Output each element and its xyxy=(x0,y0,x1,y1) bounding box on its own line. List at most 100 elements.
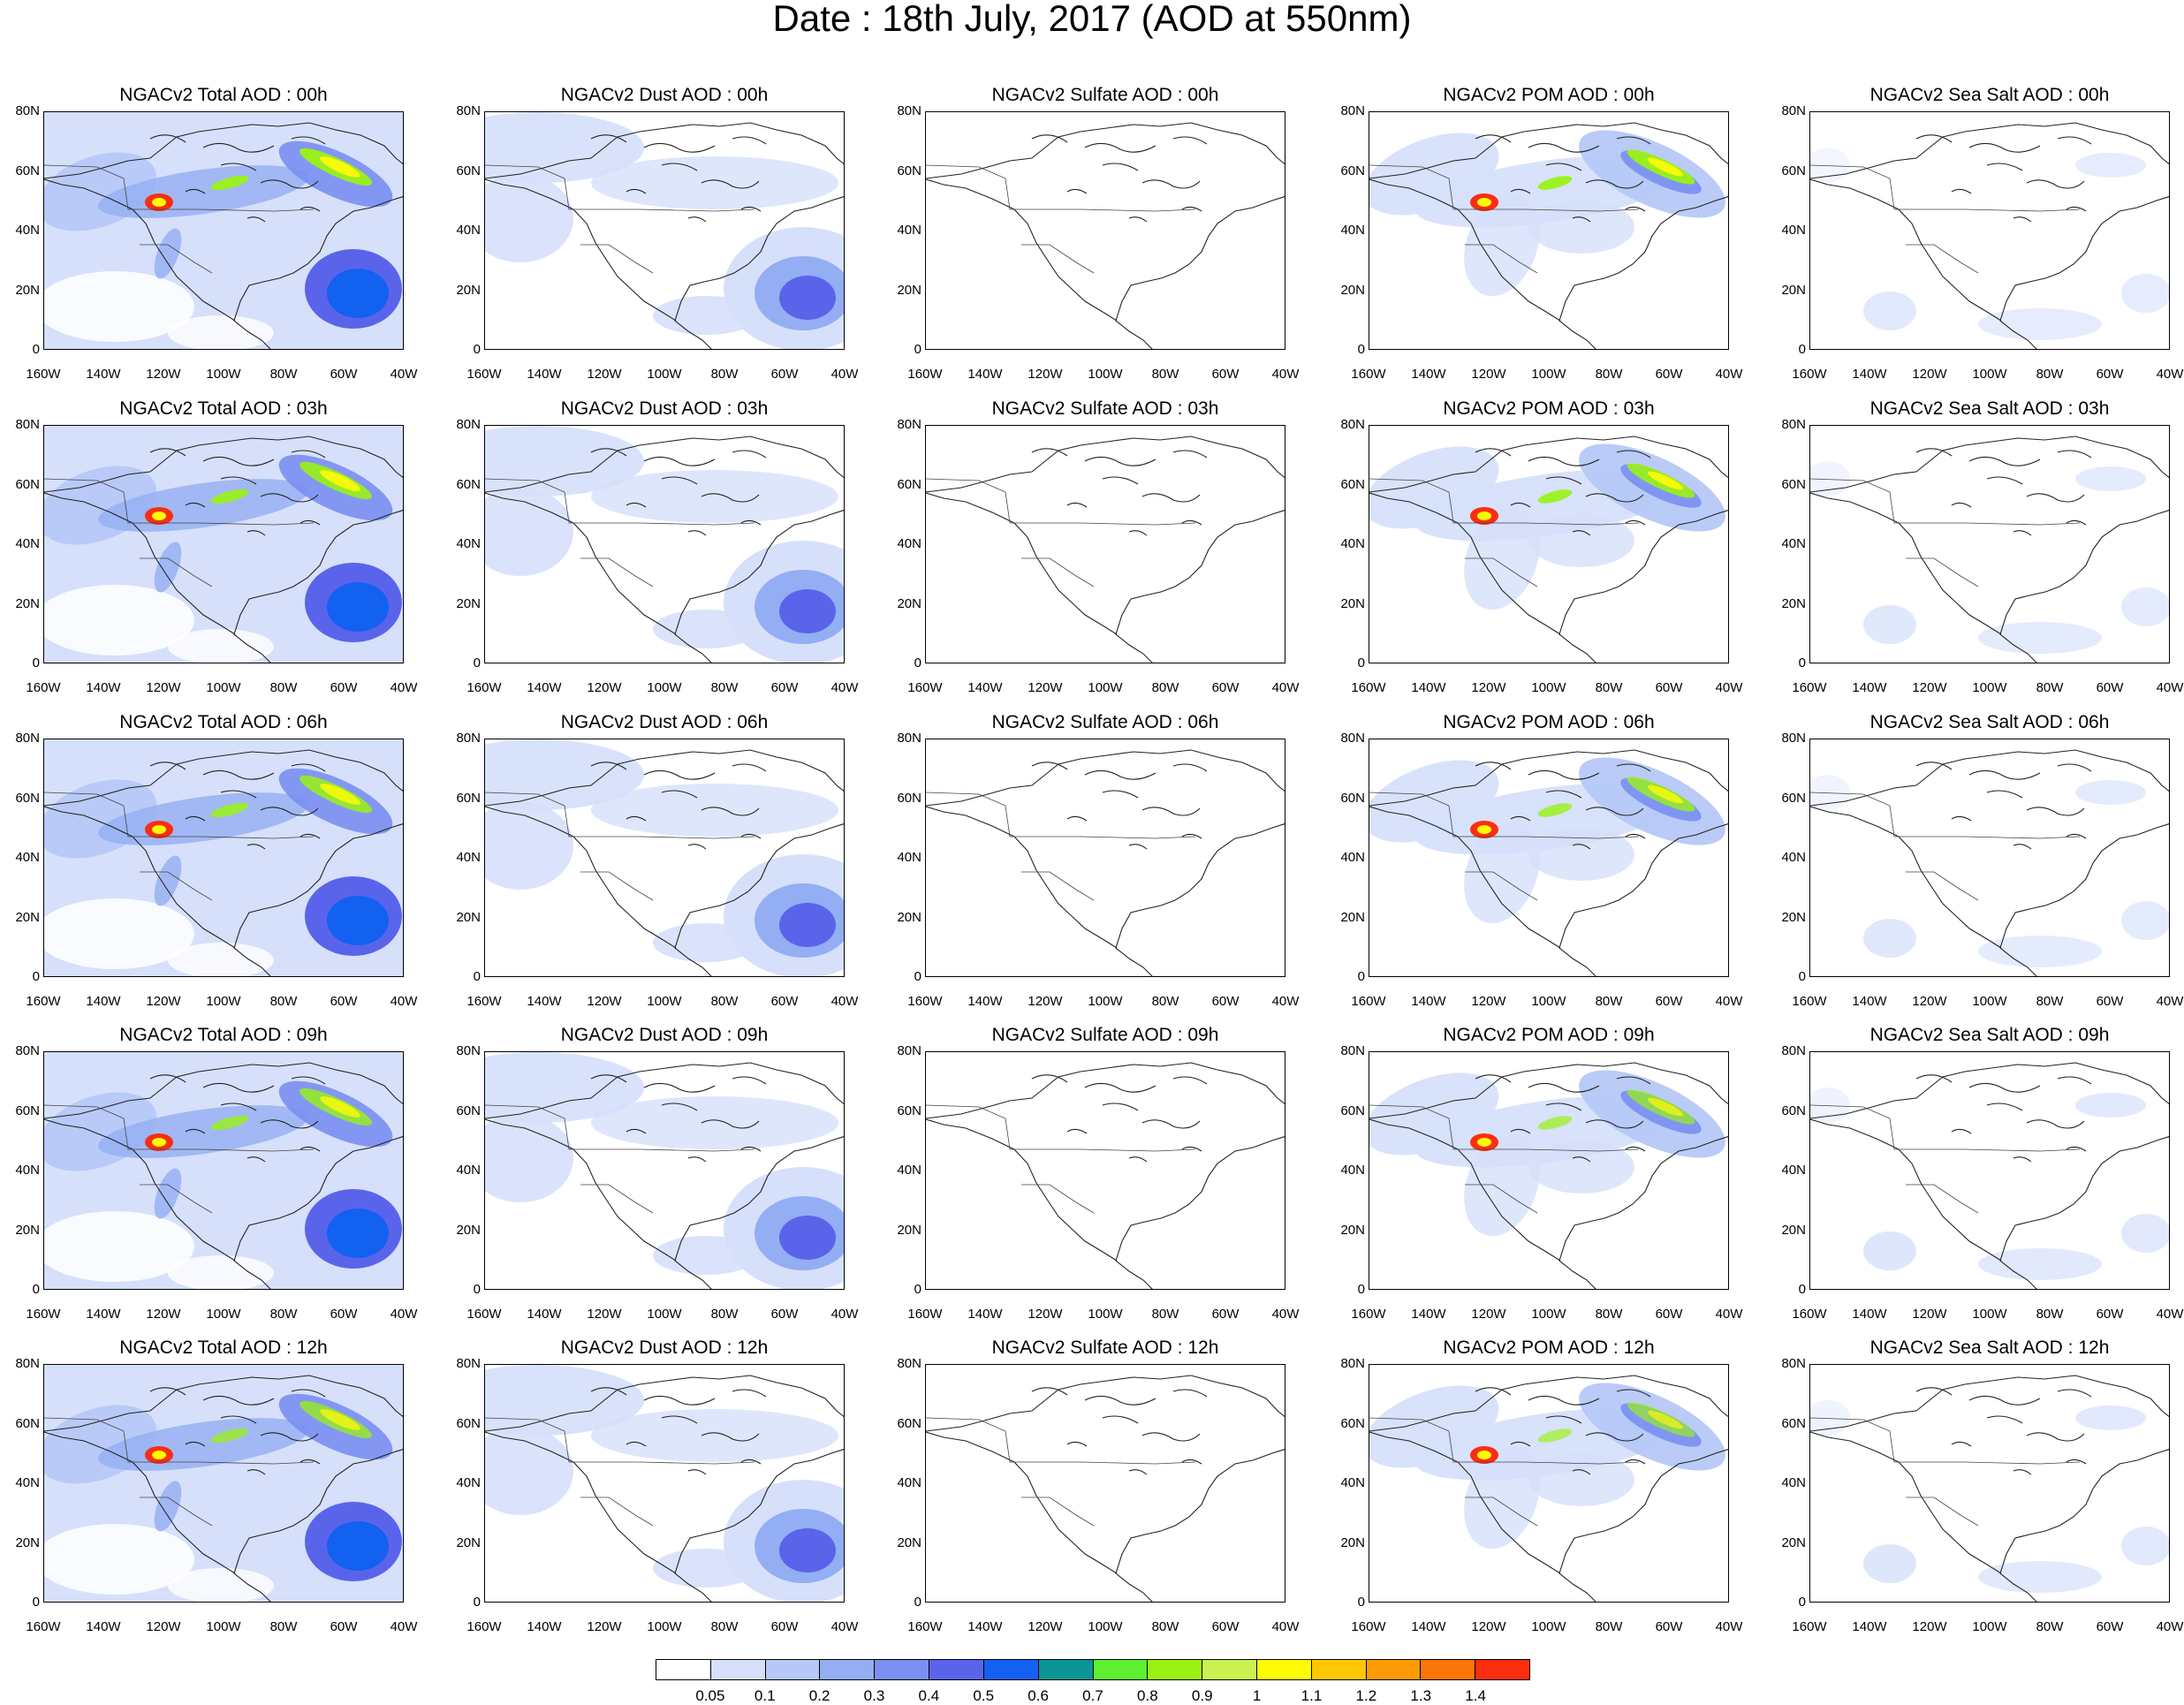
latitude-tick-label: 20N xyxy=(456,909,481,925)
latitude-tick-label: 80N xyxy=(456,103,481,118)
coastline xyxy=(1369,1375,1728,1602)
map-panel: NGACv2 Total AOD : 09h 80N 60N 40N 20N 0 160W 1… xyxy=(15,1025,417,1321)
aod-field-blob xyxy=(779,903,836,947)
latitude-tick-label: 20N xyxy=(897,1222,921,1238)
latitude-tick-label: 80N xyxy=(1340,417,1365,432)
latitude-tick-label: 20N xyxy=(456,595,481,611)
coastline xyxy=(926,436,1285,663)
colorbar-tick-label: 1.3 xyxy=(1410,1687,1432,1704)
panel-title: NGACv2 Total AOD : 00h xyxy=(119,85,328,105)
colorbar-tick-label: 0.05 xyxy=(695,1687,725,1704)
longitude-tick-label: 140W xyxy=(527,994,562,1009)
map-area xyxy=(1369,111,1729,350)
longitude-tick-label: 40W xyxy=(830,1619,859,1634)
map-area xyxy=(925,425,1285,663)
longitude-tick-label: 120W xyxy=(1471,367,1506,382)
aod-field-blob xyxy=(320,1096,360,1118)
coastline xyxy=(590,762,767,850)
aod-field-blob xyxy=(1477,1138,1491,1147)
aod-field-blob xyxy=(1810,1400,1850,1436)
longitude-tick-label: 40W xyxy=(2156,1619,2184,1634)
longitude-tick-label: 100W xyxy=(1088,1307,1123,1322)
political-border xyxy=(44,1417,315,1527)
colorbar-tick-label: 0.4 xyxy=(918,1687,940,1704)
political-border xyxy=(1810,792,2081,901)
political-border xyxy=(44,164,315,274)
latitude-tick-label: 60N xyxy=(15,1415,40,1431)
colorbar-tick-label: 0.5 xyxy=(973,1687,995,1704)
longitude-tick-label: 100W xyxy=(206,367,241,382)
aod-field-blob xyxy=(2121,1214,2169,1253)
latitude-tick-label: 0 xyxy=(1798,655,1806,671)
political-border xyxy=(1810,1104,2081,1214)
map-area xyxy=(1809,425,2170,663)
longitude-tick-label: 60W xyxy=(330,367,358,382)
colorbar-swatch xyxy=(1148,1660,1203,1679)
aod-field-blob xyxy=(320,784,360,805)
longitude-tick-label: 100W xyxy=(647,680,682,695)
aod-field-blob xyxy=(1810,775,1850,810)
latitude-tick-label: 80N xyxy=(1781,417,1806,432)
longitude-tick-label: 60W xyxy=(1655,1619,1683,1634)
map-panel: NGACv2 POM AOD : 00h 80N 60N 40N 20N 0 160W 140… xyxy=(1340,85,1742,381)
political-border xyxy=(1810,1417,2081,1527)
longitude-tick-label: 40W xyxy=(1715,1619,1743,1634)
coastline xyxy=(149,134,326,223)
longitude-tick-label: 160W xyxy=(1351,367,1386,382)
aod-map-svg xyxy=(1810,1052,2169,1289)
latitude-tick-label: 0 xyxy=(914,342,921,357)
latitude-tick-label: 80N xyxy=(1781,1043,1806,1058)
coastline xyxy=(1369,122,1728,349)
latitude-tick-label: 80N xyxy=(897,1043,921,1058)
latitude-tick-label: 40N xyxy=(897,223,921,238)
map-panel: NGACv2 Sea Salt AOD : 00h 80N 60N 40N 20N 0 16… xyxy=(1781,85,2183,381)
panel-title: NGACv2 Sea Salt AOD : 12h xyxy=(1869,1337,2110,1358)
longitude-tick-label: 140W xyxy=(527,680,562,695)
map-panel: NGACv2 Sea Salt AOD : 12h 80N 60N 40N 20N 0 16… xyxy=(1781,1337,2183,1633)
latitude-tick-label: 20N xyxy=(15,909,40,925)
map-area xyxy=(43,425,404,663)
latitude-tick-label: 20N xyxy=(1781,282,1806,298)
map-area xyxy=(484,111,845,350)
map-panel: NGACv2 POM AOD : 12h 80N 60N 40N 20N 0 160W 140… xyxy=(1340,1337,1742,1633)
longitude-tick-label: 100W xyxy=(1531,1307,1566,1322)
colorbar-swatch xyxy=(1256,1660,1312,1679)
colorbar-swatch xyxy=(1366,1660,1422,1679)
aod-map-svg xyxy=(44,426,403,663)
colorbar-tick-label: 0.3 xyxy=(863,1687,885,1704)
latitude-tick-label: 60N xyxy=(456,163,481,178)
aod-field-blob xyxy=(2075,780,2146,805)
latitude-tick-label: 0 xyxy=(914,1282,921,1297)
aod-field-blob xyxy=(2075,466,2146,491)
longitude-tick-label: 80W xyxy=(1595,994,1623,1009)
coastline xyxy=(485,436,844,663)
coastline xyxy=(926,122,1285,349)
longitude-tick-label: 60W xyxy=(2096,680,2124,695)
aod-field-blob xyxy=(168,629,274,663)
aod-field-blob xyxy=(1477,1451,1491,1459)
longitude-tick-label: 80W xyxy=(710,994,739,1009)
aod-map-svg xyxy=(485,1365,844,1602)
latitude-tick-label: 60N xyxy=(456,790,481,806)
aod-field-blob xyxy=(152,825,166,834)
longitude-tick-label: 60W xyxy=(770,1307,799,1322)
latitude-tick-label: 40N xyxy=(1340,536,1365,551)
longitude-tick-label: 80W xyxy=(2036,1307,2064,1322)
latitude-tick-label: 60N xyxy=(15,790,40,806)
aod-field-blob xyxy=(154,542,182,593)
panel-title: NGACv2 Total AOD : 06h xyxy=(119,712,328,732)
longitude-tick-label: 140W xyxy=(967,1307,1003,1322)
latitude-tick-label: 0 xyxy=(1798,1282,1806,1297)
map-panel: NGACv2 Total AOD : 12h 80N 60N 40N 20N 0 160W 1… xyxy=(15,1337,417,1633)
latitude-tick-label: 40N xyxy=(456,1475,481,1490)
panel-title: NGACv2 Dust AOD : 09h xyxy=(560,1025,769,1045)
aod-field-blob xyxy=(154,1481,182,1532)
panel-title: NGACv2 POM AOD : 12h xyxy=(1443,1337,1655,1358)
map-area xyxy=(1369,425,1729,663)
longitude-tick-label: 160W xyxy=(26,367,61,382)
longitude-tick-label: 160W xyxy=(1792,1307,1827,1322)
panel-title: NGACv2 Dust AOD : 06h xyxy=(560,712,769,732)
latitude-tick-label: 80N xyxy=(1340,1356,1365,1371)
political-border xyxy=(44,1104,315,1214)
aod-field-blob xyxy=(152,1451,166,1459)
